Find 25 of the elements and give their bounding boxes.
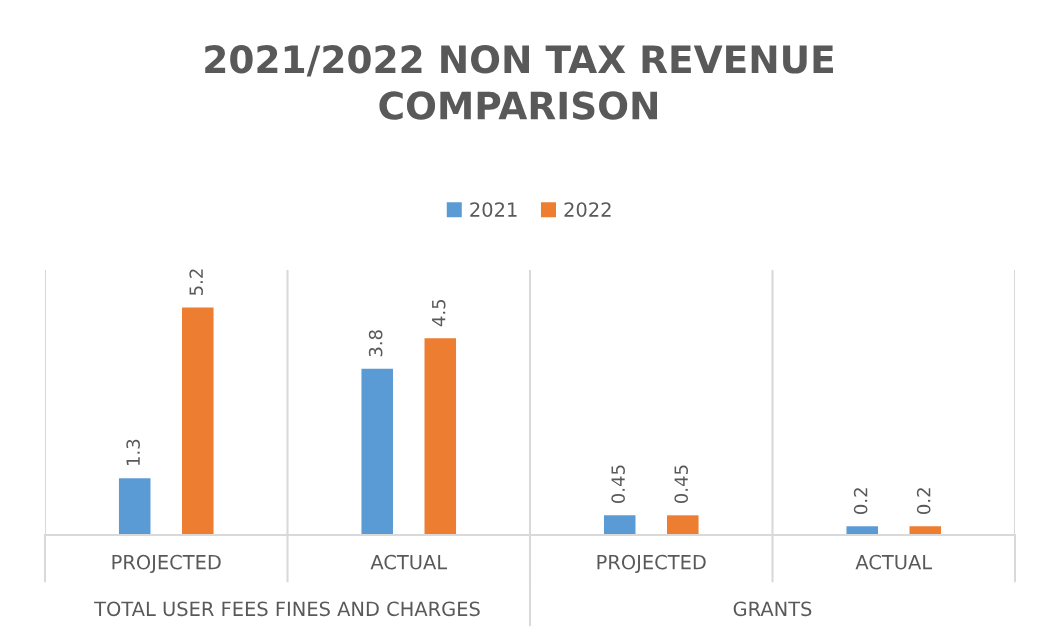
bar bbox=[118, 478, 151, 535]
chart-title: 2021/2022 NON TAX REVENUE COMPARISON bbox=[205, 45, 833, 120]
bar bbox=[909, 526, 942, 535]
bar bbox=[846, 526, 878, 535]
data-label: 5.2 bbox=[189, 269, 204, 296]
text: GRANTS bbox=[733, 601, 812, 617]
bar bbox=[603, 515, 636, 535]
data-label: 0.45 bbox=[674, 465, 689, 504]
x-tick-label: ACTUAL bbox=[370, 554, 448, 570]
bar bbox=[361, 368, 393, 535]
x-tick-label: PROJECTED bbox=[597, 554, 706, 574]
data-label: 1.3 bbox=[126, 439, 140, 466]
x-tick-label: ACTUAL bbox=[855, 554, 933, 570]
bar bbox=[424, 338, 457, 535]
legend-label: 2021 bbox=[470, 202, 517, 217]
bar bbox=[667, 515, 699, 535]
data-label: 3.8 bbox=[368, 330, 383, 357]
x-tick-label: PROJECTED bbox=[112, 554, 221, 574]
bar bbox=[182, 307, 214, 535]
text: TOTAL USER FEES FINES AND CHARGES bbox=[94, 601, 480, 617]
legend-label: 2022 bbox=[564, 202, 611, 217]
data-label: 0.45 bbox=[611, 465, 625, 504]
data-label: 4.5 bbox=[432, 299, 446, 327]
data-label: 0.2 bbox=[916, 488, 931, 514]
data-label: 0.2 bbox=[853, 488, 868, 514]
